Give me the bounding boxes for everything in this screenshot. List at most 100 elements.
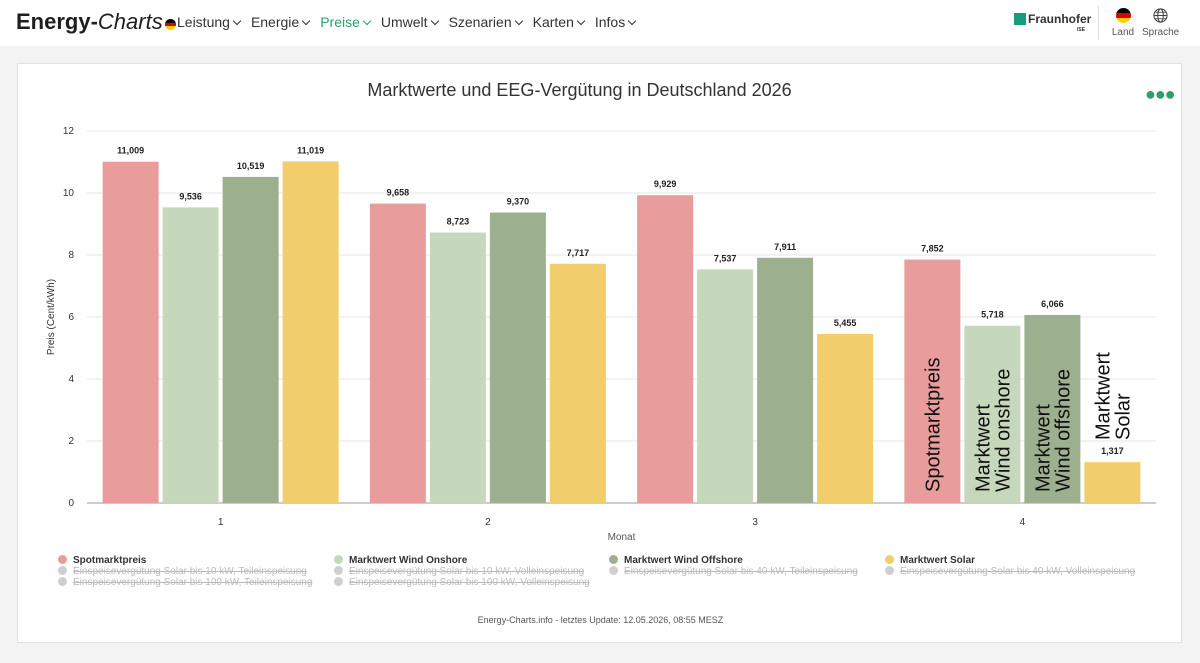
bar-3 [757,257,814,503]
bar-annotation: Marktwert [1092,352,1114,440]
data-label: 7,911 [774,242,796,252]
legend-marker-icon [334,555,343,564]
data-label: 7,852 [921,244,944,254]
language-label: Sprache [1142,27,1180,38]
fraunhofer-icon [1014,13,1026,25]
nav-item-label: Energie [250,14,300,30]
y-tick-label: 6 [68,312,74,323]
bar-3 [489,212,546,503]
language-selector[interactable]: Sprache [1142,8,1180,38]
legend-marker-icon [334,577,343,586]
x-tick-label: 2 [485,517,491,528]
legend-item[interactable]: Einspeisevergütung Solar bis 40 kW, Voll… [885,566,1135,577]
chevron-down-icon [514,16,523,26]
brand-logo[interactable]: Energy-Charts [16,9,176,35]
bar-annotation: Wind offshore [1052,369,1074,492]
legend-item[interactable]: Einspeisevergütung Solar bis 10 kW, Teil… [58,566,307,577]
nav-item-szenarien[interactable]: Szenarien [448,14,523,30]
y-tick-label: 0 [68,498,74,509]
bar-2 [964,325,1021,503]
data-label: 10,519 [237,161,265,171]
chart-card: Marktwerte und EEG-Vergütung in Deutschl… [17,63,1182,643]
legend-label: Marktwert Wind Offshore [624,555,743,566]
data-label: 5,718 [981,310,1004,320]
legend-marker-icon [334,566,343,575]
bar-annotation: Wind onshore [992,369,1014,492]
legend-item[interactable]: Einspeisevergütung Solar bis 10 kW, Voll… [334,566,584,577]
legend-item[interactable]: Marktwert Solar [885,555,975,566]
data-label: 11,019 [297,145,324,155]
legend-label: Einspeisevergütung Solar bis 100 kW, Tei… [73,577,313,588]
nav-item-energie[interactable]: Energie [250,14,311,30]
legend-label: Einspeisevergütung Solar bis 40 kW, Teil… [624,566,858,577]
data-label: 5,455 [834,318,857,328]
legend-marker-icon [609,555,618,564]
data-label: 7,537 [714,253,737,263]
bar-annotation: Marktwert [972,404,994,492]
nav-item-leistung[interactable]: Leistung [177,14,242,30]
legend-item[interactable]: Einspeisevergütung Solar bis 40 kW, Teil… [609,566,858,577]
legend-label: Marktwert Wind Onshore [349,555,468,566]
x-tick-label: 1 [218,517,224,528]
bar-4 [549,263,606,503]
legend-label: Einspeisevergütung Solar bis 10 kW, Teil… [73,566,307,577]
chevron-down-icon [430,16,439,26]
legend-item[interactable]: Einspeisevergütung Solar bis 100 kW, Vol… [334,577,590,588]
bar-3 [1024,314,1081,503]
data-label: 7,717 [567,248,590,258]
x-axis-label: Monat [608,532,636,543]
chevron-down-icon [362,16,372,26]
legend-item[interactable]: Marktwert Wind Offshore [609,555,743,566]
y-tick-label: 12 [63,126,75,137]
bar-4 [1084,462,1141,503]
x-tick-label: 4 [1020,517,1026,528]
nav-item-karten[interactable]: Karten [532,14,586,30]
fraunhofer-ise-label: ISE [1077,27,1086,33]
header-divider [1098,6,1099,40]
bar-annotation: Solar [1112,393,1134,440]
legend-label: Einspeisevergütung Solar bis 100 kW, Vol… [349,577,590,588]
legend-item[interactable]: Spotmarktpreis [58,555,146,566]
nav-item-label: Preise [320,14,360,30]
country-label: Land [1111,27,1135,38]
data-label: 6,066 [1041,299,1064,309]
nav-item-label: Szenarien [448,14,512,30]
bar-4 [282,161,339,503]
legend-item[interactable]: Einspeisevergütung Solar bis 100 kW, Tei… [58,577,312,588]
data-label: 9,536 [179,191,202,201]
chevron-down-icon [576,16,586,26]
chart-menu-button[interactable]: ●●● [1145,84,1176,104]
data-label: 9,929 [654,179,677,189]
data-label: 9,658 [387,188,410,198]
nav-item-label: Leistung [177,14,230,30]
bar-1 [904,259,961,503]
nav-item-infos[interactable]: Infos [595,14,637,30]
chevron-down-icon [301,16,311,26]
bar-annotation: Marktwert [1032,404,1054,492]
country-selector[interactable]: Land [1111,8,1135,38]
legend-marker-icon [885,566,894,575]
nav-item-preise[interactable]: Preise [320,14,372,30]
bar-1 [369,203,426,504]
footer-update-note: Energy-Charts.info - letztes Update: 12.… [477,615,724,625]
bar-1 [102,161,159,503]
legend-label: Einspeisevergütung Solar bis 40 kW, Voll… [900,566,1136,577]
data-label: 9,370 [507,197,530,207]
fraunhofer-logo[interactable]: Fraunhofer ISE [1014,12,1092,33]
top-navigation-bar: Energy-Charts Leistung Energie Preise Umwel… [0,0,1200,46]
y-tick-label: 4 [68,374,74,385]
chevron-down-icon [627,16,637,26]
legend-label: Marktwert Solar [900,555,976,566]
legend-item[interactable]: Marktwert Wind Onshore [334,555,467,566]
bar-annotation: Spotmarktpreis [922,358,944,493]
nav-item-label: Umwelt [380,14,428,30]
globe-icon [1152,8,1168,23]
brand-name: Energy- [16,9,98,34]
bar-3 [222,176,279,503]
brand-name-italic: Charts [97,9,163,34]
chart-title: Marktwerte und EEG-Vergütung in Deutschl… [367,80,792,100]
nav-item-umwelt[interactable]: Umwelt [380,14,439,30]
nav-item-label: Karten [532,14,574,30]
fraunhofer-name: Fraunhofer [1028,12,1092,26]
